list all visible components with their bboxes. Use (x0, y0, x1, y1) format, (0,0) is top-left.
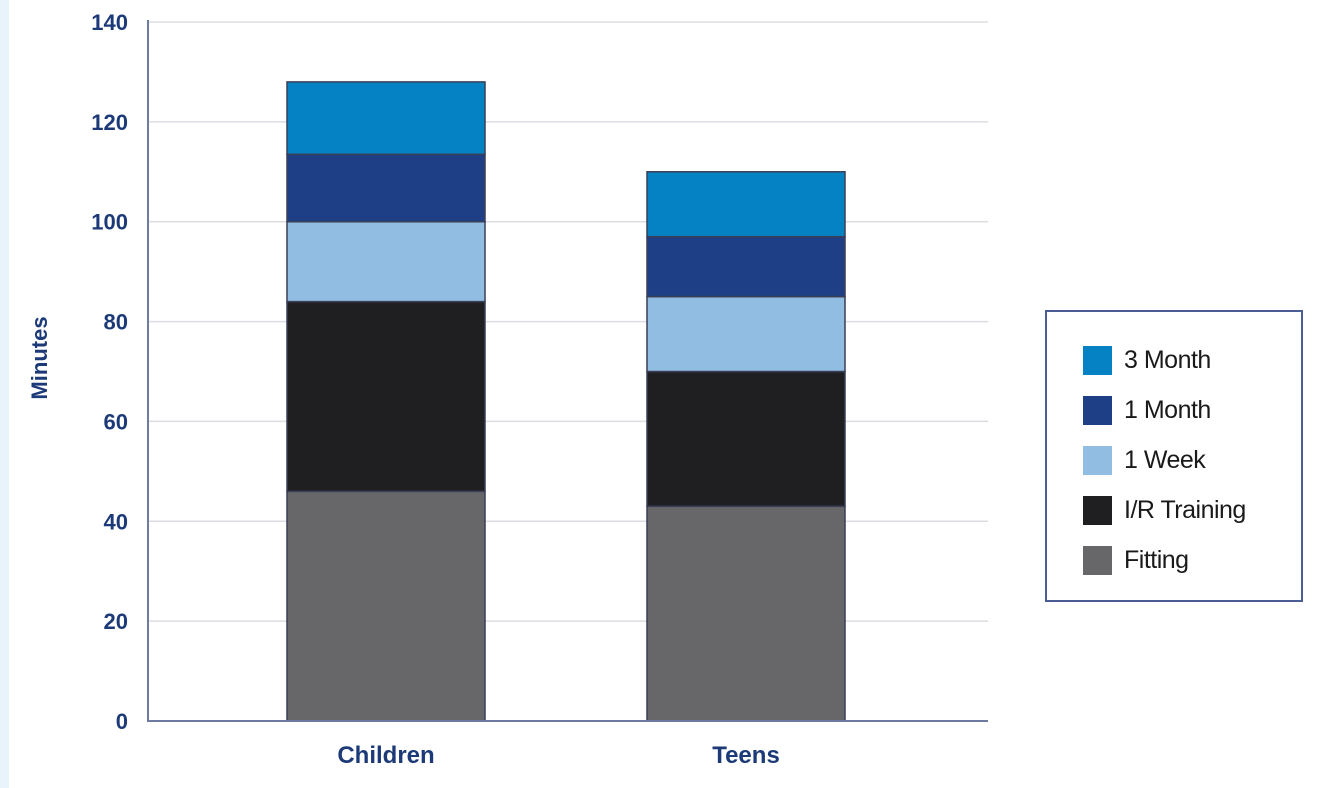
legend-swatch (1083, 345, 1112, 375)
x-tick-label: Teens (712, 742, 780, 769)
legend-swatch (1083, 495, 1112, 525)
bar-segment-children-fitting (286, 490, 486, 722)
x-tick-label: Children (337, 742, 434, 769)
bar-segment-teens-3-month (646, 171, 846, 238)
bar-segment-teens-1-week (646, 295, 846, 373)
y-tick-label: 20 (104, 609, 128, 634)
bar-segment-teens-i-r-training (646, 370, 846, 508)
y-tick-label: 0 (116, 709, 128, 734)
legend-item: 1 Week (1083, 443, 1206, 477)
legend-label: Fitting (1124, 545, 1189, 574)
legend-swatch (1083, 445, 1112, 475)
bar-segment-children-i-r-training (286, 300, 486, 493)
y-axis-label: Minutes (27, 316, 52, 399)
y-tick-labels: 0 20 40 60 80 100 120 140 (91, 10, 128, 734)
bar-segment-children-1-month (286, 153, 486, 223)
grid-lines (148, 21, 988, 622)
y-tick-label: 140 (91, 10, 128, 35)
y-tick-label: 100 (91, 210, 128, 235)
bar-segment-teens-1-month (646, 235, 846, 298)
legend-item: 3 Month (1083, 343, 1211, 377)
legend-label: I/R Training (1124, 495, 1246, 524)
bar-segment-children-1-week (286, 220, 486, 303)
legend-label: 1 Month (1124, 395, 1211, 424)
legend-swatch (1083, 545, 1112, 575)
y-tick-label: 60 (104, 409, 128, 434)
legend-swatch (1083, 395, 1112, 425)
bar-segment-teens-fitting (646, 505, 846, 722)
legend-item: Fitting (1083, 543, 1189, 577)
axes (147, 20, 988, 722)
left-edge-strip (0, 0, 9, 788)
y-tick-label: 80 (104, 310, 128, 335)
y-tick-label: 40 (104, 509, 128, 534)
y-tick-label: 120 (91, 110, 128, 135)
bars (286, 81, 846, 722)
legend-item: 1 Month (1083, 393, 1211, 427)
x-tick-labels: Children Teens (337, 742, 779, 769)
legend-label: 3 Month (1124, 345, 1211, 374)
legend: 3 Month 1 Month 1 Week I/R Training Fitting (1045, 310, 1303, 602)
legend-item: I/R Training (1083, 493, 1246, 527)
legend-label: 1 Week (1124, 445, 1206, 474)
bar-segment-children-3-month (286, 81, 486, 156)
